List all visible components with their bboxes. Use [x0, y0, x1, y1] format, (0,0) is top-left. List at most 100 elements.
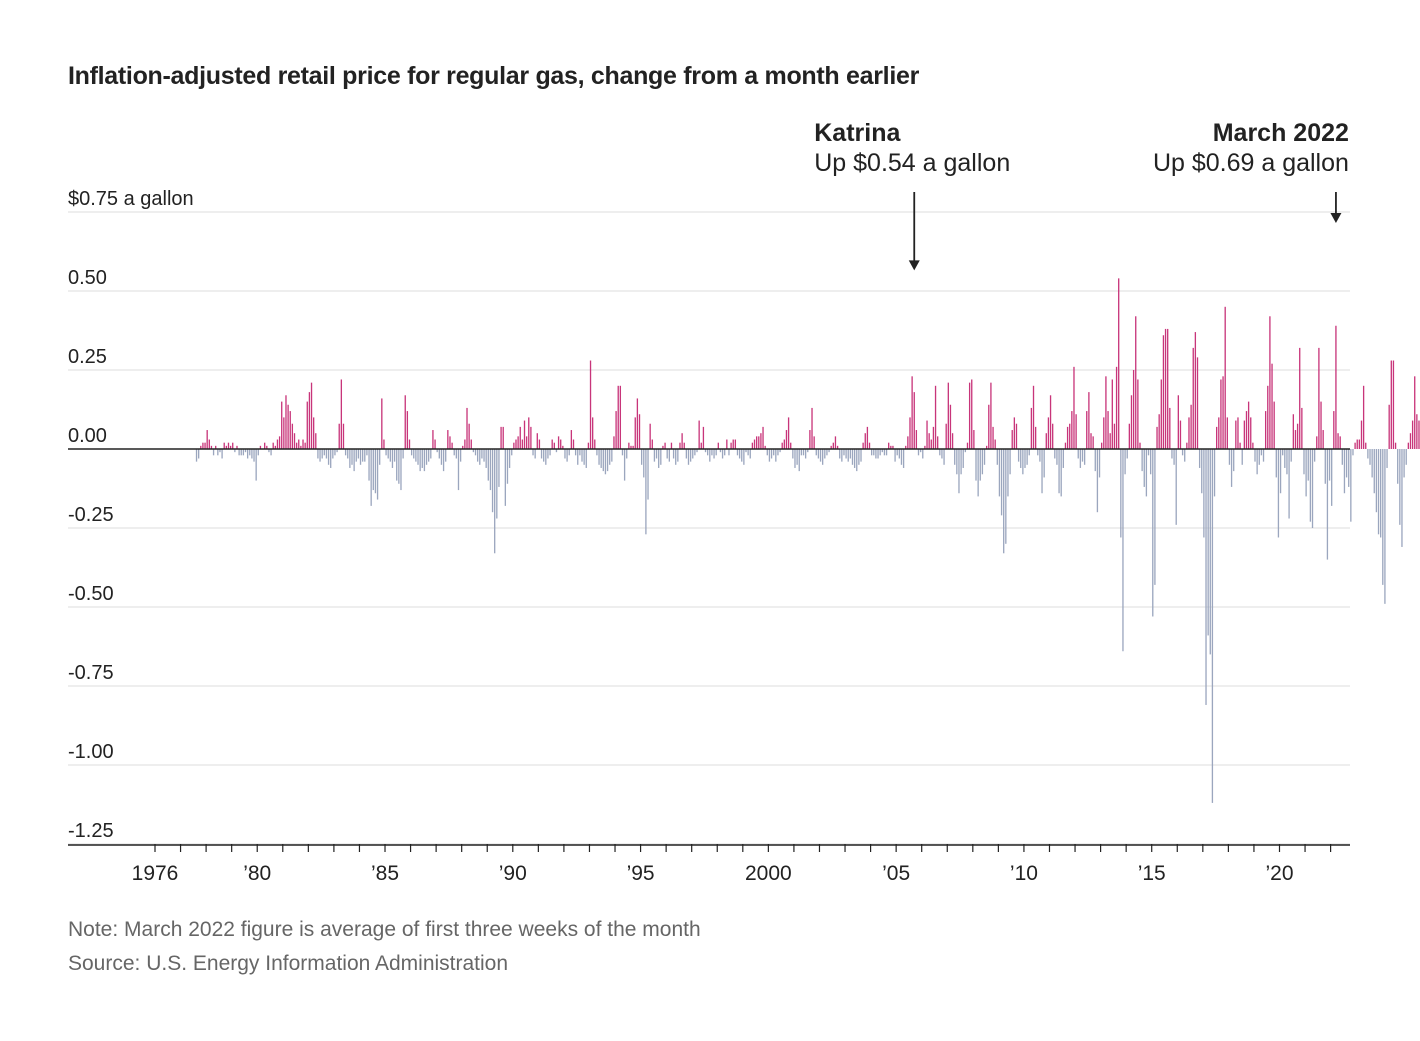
bar [926, 420, 928, 449]
bar [1060, 449, 1062, 497]
bar [1350, 449, 1352, 522]
y-tick-label: -0.75 [68, 662, 114, 684]
bar [1260, 449, 1263, 456]
bar [822, 449, 824, 465]
x-tick-label: 2000 [745, 862, 792, 885]
bar [1039, 449, 1041, 462]
bar [528, 417, 530, 449]
bar [1299, 347, 1301, 449]
bar [1198, 449, 1201, 468]
bar [632, 445, 634, 449]
bar [892, 445, 894, 449]
bar [442, 449, 445, 472]
bar [1311, 449, 1314, 528]
bar [1235, 420, 1237, 449]
bar [1190, 404, 1192, 449]
bar [1213, 449, 1216, 497]
bar [617, 385, 619, 449]
bar [853, 449, 856, 468]
bar [447, 430, 449, 449]
bar [334, 449, 336, 456]
annotation-arrowhead [1330, 212, 1342, 223]
bar [336, 449, 338, 453]
bar [1079, 449, 1082, 468]
bar [338, 423, 340, 449]
bar [589, 360, 592, 449]
annotation-arrowhead [908, 260, 920, 271]
bar [777, 449, 779, 456]
bar [862, 442, 864, 449]
bar [1205, 449, 1207, 705]
annotation-text: Up $0.69 a gallon [1153, 149, 1349, 177]
bar [225, 445, 228, 449]
bar [332, 449, 334, 459]
bar [217, 449, 219, 456]
bar [232, 442, 234, 449]
bar [885, 449, 888, 456]
bar [1128, 423, 1131, 449]
bar [877, 449, 879, 459]
bar [1262, 449, 1265, 462]
bar [315, 433, 317, 449]
bar [809, 430, 811, 449]
bar [1073, 366, 1075, 449]
bar [304, 442, 306, 449]
bar [1284, 449, 1286, 468]
bar [289, 411, 291, 449]
bar [1371, 449, 1373, 478]
bar [462, 445, 464, 449]
bar [195, 449, 198, 462]
bar [983, 449, 986, 465]
bar [749, 449, 751, 459]
bar [246, 449, 249, 459]
bar [1003, 449, 1005, 554]
bar [1141, 449, 1143, 472]
bar [1058, 449, 1060, 494]
bar [1075, 414, 1077, 449]
bar [500, 426, 502, 449]
bar [1224, 306, 1226, 449]
bar [1086, 411, 1088, 449]
bar [532, 449, 534, 456]
bar [779, 449, 781, 453]
bar [1222, 376, 1224, 449]
bar [370, 449, 372, 506]
bar [459, 449, 462, 462]
bar [408, 439, 411, 449]
bar [973, 430, 975, 449]
bar [387, 449, 389, 459]
bar [847, 449, 849, 462]
bar [238, 449, 240, 456]
bar [1011, 430, 1013, 449]
bar [787, 417, 790, 449]
bar [828, 449, 830, 453]
bar [391, 449, 394, 468]
bar [583, 449, 585, 465]
bar [1337, 433, 1339, 449]
bar [1015, 423, 1018, 449]
bar [986, 445, 988, 449]
bar [960, 449, 962, 475]
bar [1258, 449, 1260, 465]
bar [487, 449, 489, 481]
bar [764, 445, 766, 449]
bar [555, 449, 558, 453]
bar [1173, 449, 1175, 465]
bar [915, 430, 918, 449]
bar [934, 385, 937, 449]
bar [1256, 449, 1258, 475]
bar [1147, 449, 1150, 456]
bar [549, 449, 551, 456]
bar [943, 449, 945, 465]
bar [1279, 449, 1282, 494]
x-tick-label: ’80 [243, 862, 271, 885]
bar [508, 449, 511, 468]
bar [1322, 430, 1324, 449]
bar [502, 426, 504, 449]
bar [1313, 449, 1316, 462]
annotation-text: Up $0.54 a gallon [814, 149, 1010, 177]
bar [870, 449, 873, 456]
bar [628, 442, 630, 449]
bar [790, 442, 792, 449]
bar [1277, 449, 1280, 538]
